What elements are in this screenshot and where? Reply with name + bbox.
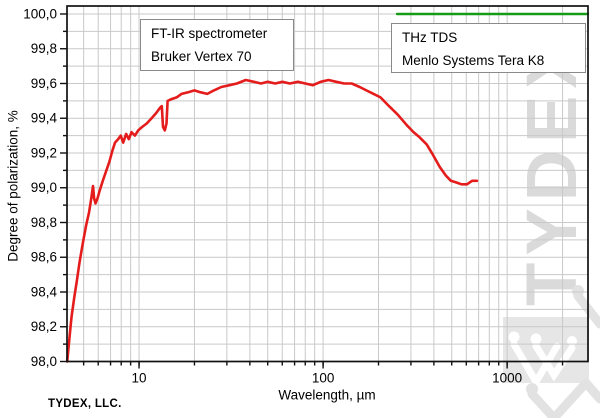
y-tick-labels: 98,0 98,2 98,4 98,6 98,8 99,0 99,2 99,4 99,6 99,8…	[23, 6, 57, 369]
annotation-ftir-line2: Bruker Vertex 70	[151, 49, 252, 64]
y-tick-label: 98,8	[31, 215, 57, 230]
annotation-thz-line2: Menlo Systems Tera K8	[402, 53, 545, 68]
annotation-thz-box: THz TDS Menlo Systems Tera K8	[391, 23, 586, 73]
y-tick-label: 98,4	[31, 284, 58, 299]
tydex-watermark: TYDEX	[503, 34, 600, 418]
annotation-thz-line1: THz TDS	[402, 30, 458, 45]
x-tick-labels: 10 100 1000	[132, 371, 523, 386]
annotation-ftir-box: FT-IR spectrometer Bruker Vertex 70	[140, 19, 294, 71]
series-line-1	[65, 78, 479, 363]
y-tick-label: 100,0	[23, 6, 57, 21]
company-label: TYDEX, LLC.	[48, 398, 122, 410]
annotation-ftir-line1: FT-IR spectrometer	[151, 26, 268, 41]
y-tick-label: 98,6	[31, 250, 57, 265]
y-tick-label: 98,0	[31, 354, 57, 369]
tick-marks	[60, 13, 564, 369]
y-tick-label: 98,2	[31, 319, 57, 334]
y-tick-label: 99,4	[31, 111, 58, 126]
logo-monogram-gray	[526, 285, 600, 418]
series	[65, 12, 590, 363]
y-tick-label: 99,8	[31, 41, 57, 56]
y-axis-title: Degree of polarization, %	[5, 110, 21, 262]
x-axis-title: Wavelength, µm	[278, 387, 376, 403]
y-tick-label: 99,6	[31, 76, 57, 91]
axes: 98,0 98,2 98,4 98,6 98,8 99,0 99,2 99,4 99,6 99,8…	[23, 5, 589, 386]
y-tick-label: 99,2	[31, 145, 57, 160]
x-tick-label: 10	[132, 371, 147, 386]
logo-monogram-white	[508, 331, 577, 389]
y-tick-label: 99,0	[31, 180, 57, 195]
x-tick-label: 1000	[492, 371, 522, 386]
x-tick-label: 100	[312, 371, 335, 386]
